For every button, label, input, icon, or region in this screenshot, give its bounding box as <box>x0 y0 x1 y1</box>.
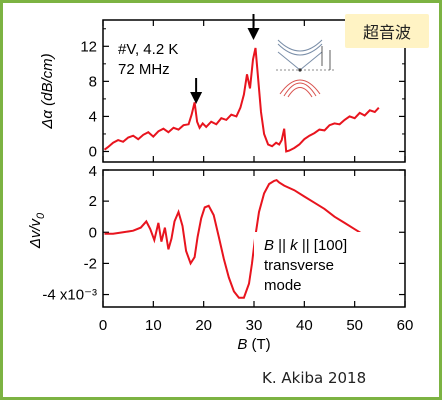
bottom-y-tick-label: 2 <box>89 193 97 210</box>
ultrasound-badge: 超音波 <box>345 14 429 48</box>
x-tick-label: 50 <box>346 317 363 334</box>
bottom-y-axis-label: Δv/v0 <box>27 212 47 249</box>
mode-annotation-2: mode <box>264 277 302 294</box>
x-tick-label: 60 <box>397 317 414 334</box>
bottom-series-line <box>104 178 380 299</box>
x-tick-label: 30 <box>246 317 263 334</box>
top-series-line <box>103 47 380 153</box>
top-y-tick-label: 12 <box>80 38 97 55</box>
x-tick-label: 10 <box>145 317 162 334</box>
x-axis-label: B (T) <box>237 336 270 353</box>
peak-arrows <box>190 14 260 104</box>
bottom-y-tick-label: -4 x10⁻³ <box>42 287 97 304</box>
top-y-tick-label: 0 <box>89 143 97 160</box>
x-tick-label: 20 <box>195 317 212 334</box>
credit-text: K. Akiba 2018 <box>262 369 367 387</box>
top-y-tick-label: 8 <box>89 73 97 90</box>
peak-arrow-head <box>190 92 203 104</box>
mode-annotation-1: transverse <box>264 257 334 274</box>
bottom-x-axis: 0 10 20 30 40 50 60 <box>99 20 414 334</box>
top-y-axis-label: Δα (dB/cm) <box>39 53 56 129</box>
frequency-annotation: 72 MHz <box>118 61 170 78</box>
peak-arrow-head <box>247 28 260 40</box>
x-tick-label: 0 <box>99 317 107 334</box>
orientation-annotation: B || k || [100] <box>264 237 347 254</box>
bottom-y-tick-label: 4 <box>89 163 97 180</box>
x-tick-label: 40 <box>296 317 313 334</box>
bottom-y-tick-label: -2 <box>84 255 97 272</box>
bottom-y-tick-label: 0 <box>89 224 97 241</box>
band-structure-inset <box>272 36 340 98</box>
mode-annotation-bg <box>254 232 384 298</box>
bottom-y-axis: -4 x10⁻³ -2 0 2 4 <box>42 163 405 304</box>
top-y-tick-label: 4 <box>89 108 97 125</box>
sample-annotation: #V, 4.2 K <box>118 41 178 58</box>
